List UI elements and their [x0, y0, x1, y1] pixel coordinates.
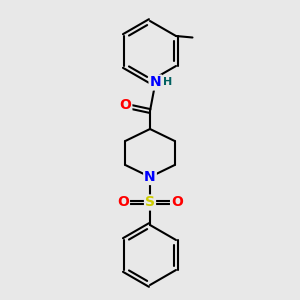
Text: S: S [145, 196, 155, 209]
Text: N: N [150, 76, 161, 89]
Text: O: O [171, 196, 183, 209]
Text: O: O [119, 98, 131, 112]
Text: O: O [117, 196, 129, 209]
Text: H: H [164, 77, 172, 88]
Text: N: N [144, 170, 156, 184]
